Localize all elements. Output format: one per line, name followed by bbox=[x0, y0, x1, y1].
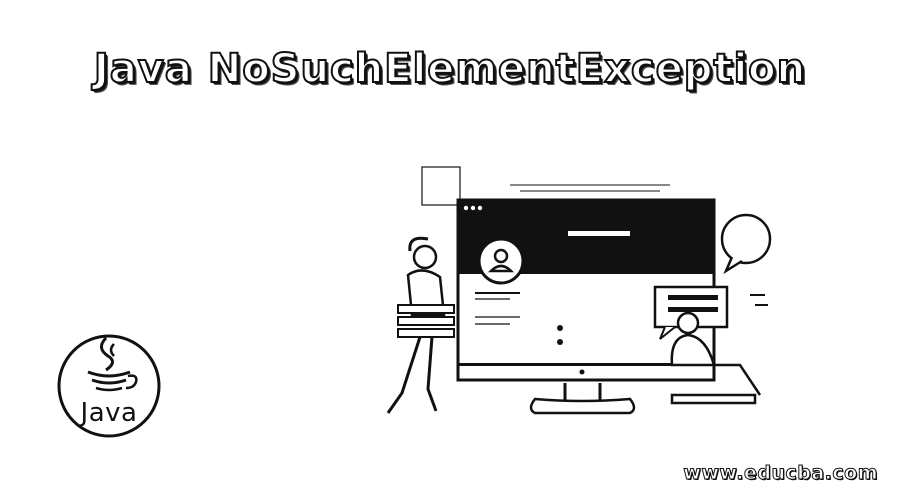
user-avatar-icon bbox=[477, 237, 525, 285]
speech-bubble-icon bbox=[720, 213, 772, 275]
java-cup-icon bbox=[87, 336, 138, 392]
page-title: Java NoSuchElementException bbox=[93, 45, 807, 93]
java-logo-text: Java bbox=[80, 398, 138, 428]
seated-person bbox=[670, 294, 768, 405]
watermark: www.educba.com bbox=[683, 462, 878, 485]
java-logo: Java bbox=[56, 330, 162, 442]
walking-person bbox=[386, 236, 455, 414]
computer-illustration bbox=[386, 166, 772, 415]
